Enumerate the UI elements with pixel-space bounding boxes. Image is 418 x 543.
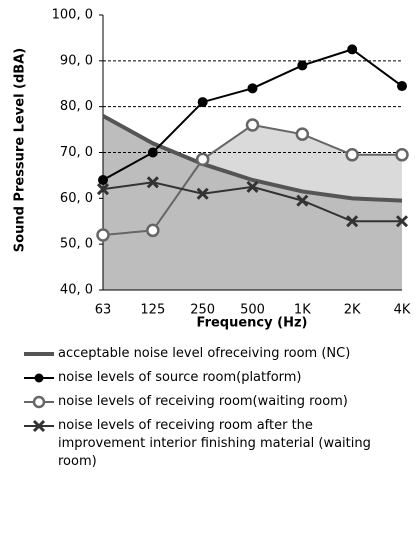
marker bbox=[247, 83, 258, 94]
x-tick-label: 4K bbox=[394, 303, 411, 318]
y-tick-label: 40, 0 bbox=[60, 283, 93, 298]
legend-item: noise levels of receiving room after the… bbox=[18, 417, 408, 471]
marker bbox=[245, 118, 260, 132]
area bbox=[103, 115, 402, 290]
marker bbox=[197, 97, 208, 108]
marker bbox=[98, 175, 108, 185]
legend-label: noise levels of source room(platform) bbox=[58, 370, 302, 385]
x-tick-label: 125 bbox=[140, 303, 165, 318]
marker bbox=[347, 44, 358, 55]
x-tick-label: 63 bbox=[95, 303, 112, 318]
legend-label: noise levels of receiving room(waiting r… bbox=[58, 394, 348, 409]
x-tick-label: 500 bbox=[240, 303, 265, 318]
legend-label: noise levels of receiving room after the… bbox=[58, 418, 371, 469]
y-tick-label: 50, 0 bbox=[60, 237, 93, 252]
legend-symbol bbox=[24, 395, 54, 409]
marker bbox=[395, 215, 409, 228]
legend-item: acceptable noise level ofreceiving room … bbox=[18, 345, 408, 363]
legend-marker bbox=[34, 373, 44, 383]
marker bbox=[196, 187, 209, 200]
marker bbox=[246, 180, 259, 193]
y-tick-label: 90, 0 bbox=[60, 53, 93, 68]
legend-item: noise levels of receiving room(waiting r… bbox=[18, 393, 408, 411]
y-tick-label: 70, 0 bbox=[60, 145, 93, 160]
x-axis-label: Frequency (Hz) bbox=[197, 316, 308, 331]
marker bbox=[297, 60, 308, 71]
marker bbox=[147, 147, 158, 158]
x-tick-label: 1K bbox=[294, 303, 311, 318]
legend-label: acceptable noise level ofreceiving room … bbox=[58, 346, 351, 361]
marker bbox=[397, 81, 407, 92]
chart: Sound Pressure Level (dBA) Frequency (Hz… bbox=[13, 8, 411, 331]
legend-marker bbox=[32, 419, 46, 433]
legend-item: noise levels of source room(platform) bbox=[18, 369, 408, 387]
marker bbox=[395, 148, 409, 162]
legend-symbol bbox=[24, 352, 54, 356]
x-tick-label: 250 bbox=[190, 303, 215, 318]
marker bbox=[96, 228, 110, 242]
marker bbox=[296, 194, 309, 207]
legend-marker bbox=[32, 395, 46, 409]
marker bbox=[146, 176, 159, 189]
marker bbox=[96, 183, 110, 196]
legend-symbol bbox=[24, 373, 54, 383]
legend-symbol bbox=[24, 419, 54, 433]
marker bbox=[346, 215, 359, 228]
marker bbox=[195, 152, 210, 167]
y-tick-label: 80, 0 bbox=[60, 99, 93, 114]
legend: acceptable noise level ofreceiving room … bbox=[18, 345, 408, 477]
marker bbox=[146, 223, 160, 238]
y-tick-label: 100, 0 bbox=[52, 8, 93, 23]
marker bbox=[345, 148, 359, 162]
y-tick-label: 60, 0 bbox=[60, 191, 93, 206]
y-axis-label: Sound Pressure Level (dBA) bbox=[13, 48, 28, 252]
x-tick-label: 2K bbox=[344, 303, 361, 318]
marker bbox=[295, 127, 310, 141]
series-line bbox=[102, 114, 403, 203]
